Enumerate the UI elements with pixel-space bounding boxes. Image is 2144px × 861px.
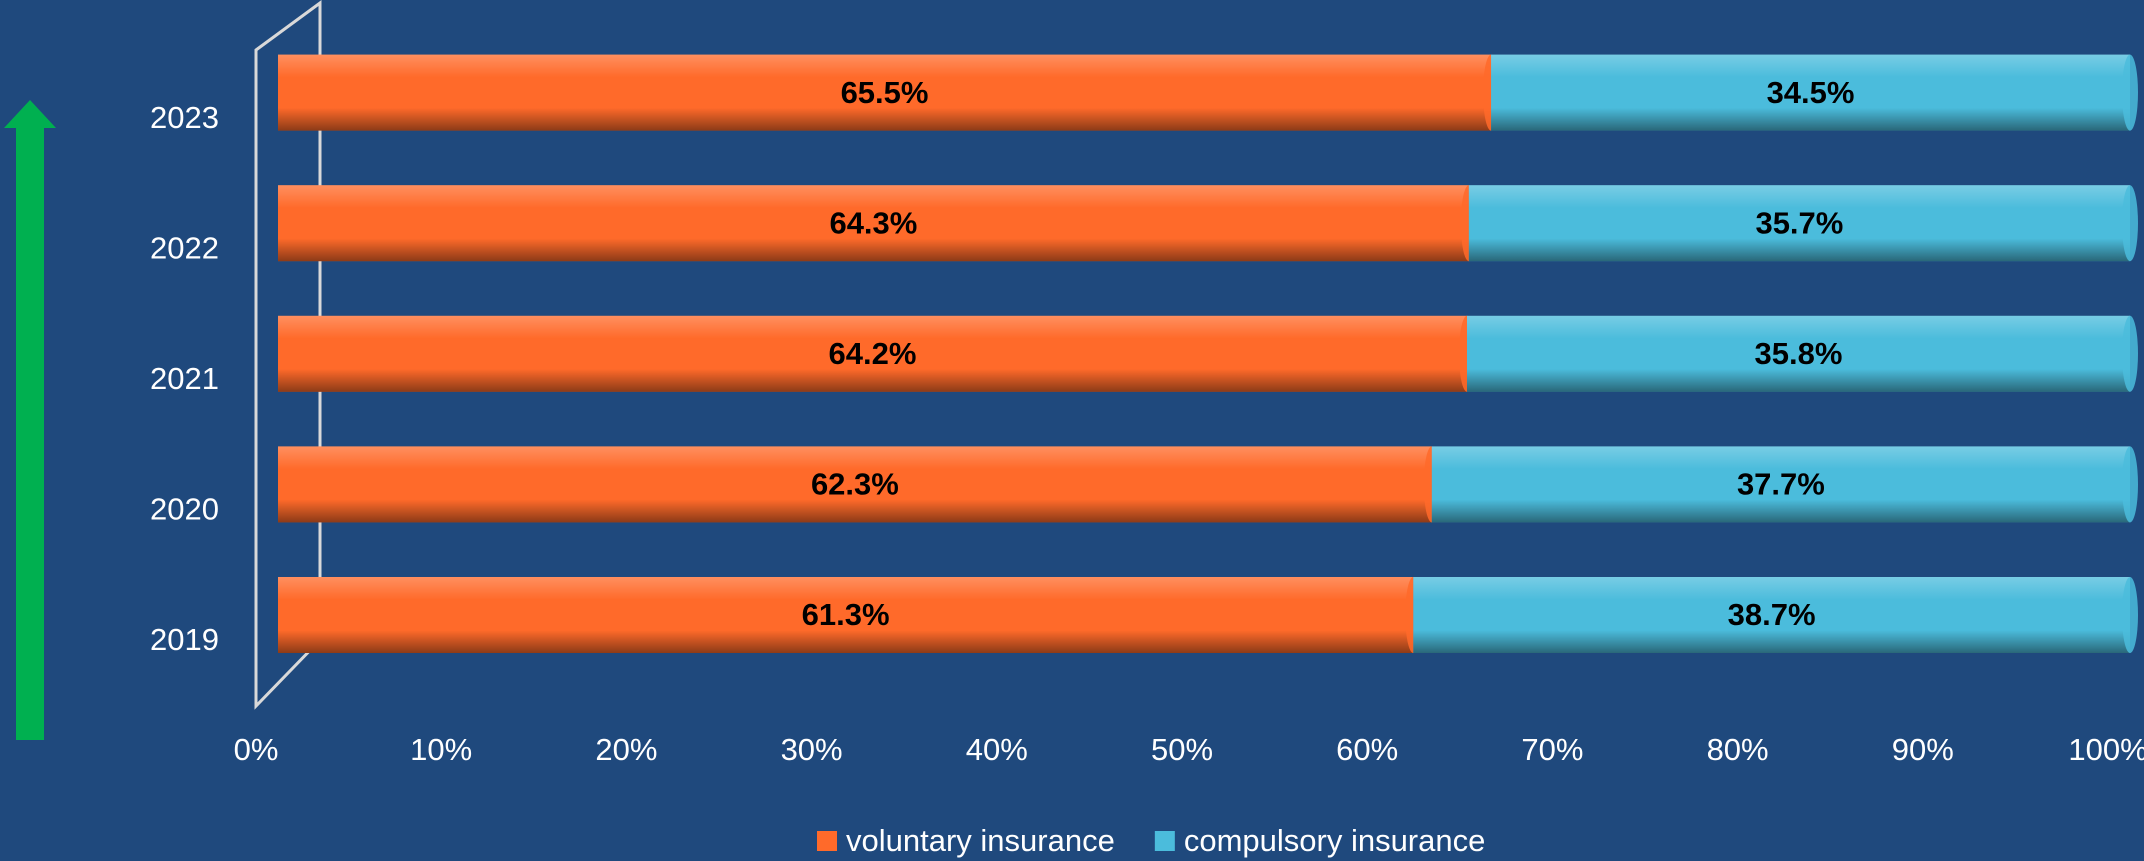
legend-label: voluntary insurance — [846, 823, 1115, 858]
x-tick-label: 70% — [1521, 732, 1583, 767]
bar-shade — [1431, 446, 2130, 523]
x-tick-label: 90% — [1892, 732, 1954, 767]
legend-label: compulsory insurance — [1184, 823, 1486, 858]
bar-cap — [2122, 446, 2138, 523]
bar-shade — [278, 446, 1432, 523]
x-tick-label: 50% — [1151, 732, 1213, 767]
bar-segment — [278, 446, 1440, 523]
bar-cap — [2122, 577, 2138, 653]
x-tick-label: 10% — [410, 732, 472, 767]
arrow-head — [4, 100, 56, 128]
data-label: 35.8% — [1755, 336, 1843, 371]
arrow-shaft — [16, 126, 44, 740]
bar-shade — [1468, 185, 2130, 262]
y-tick-label: 2023 — [150, 100, 219, 135]
x-tick-label: 40% — [966, 732, 1028, 767]
data-label: 65.5% — [841, 75, 929, 110]
bar-segment — [1466, 315, 2138, 392]
y-tick-label: 2019 — [150, 622, 219, 657]
data-label: 35.7% — [1755, 205, 1843, 240]
bar-shade — [278, 577, 1414, 653]
bar-shade — [278, 185, 1469, 262]
x-tick-label: 100% — [2068, 732, 2144, 767]
legend-swatch — [817, 831, 837, 851]
bar-cap — [2122, 315, 2138, 392]
data-label: 64.3% — [829, 205, 917, 240]
data-label: 62.3% — [811, 467, 899, 502]
legend-swatch — [1154, 831, 1175, 851]
y-tick-label: 2022 — [150, 230, 219, 265]
data-label: 34.5% — [1767, 75, 1855, 110]
data-label: 37.7% — [1737, 467, 1825, 502]
x-tick-label: 0% — [234, 732, 279, 767]
bar-shade — [278, 54, 1492, 131]
bar-segment — [1491, 54, 2138, 131]
bar-shade — [278, 315, 1467, 392]
bar-shade — [1491, 54, 2130, 131]
x-tick-label: 30% — [781, 732, 843, 767]
y-tick-label: 2021 — [150, 361, 219, 396]
bar-segment — [278, 315, 1475, 392]
y-tick-label: 2020 — [150, 492, 219, 527]
x-tick-label: 80% — [1707, 732, 1769, 767]
bar-segment — [1431, 446, 2138, 523]
data-label: 64.2% — [829, 336, 917, 371]
bar-cap — [2122, 185, 2138, 262]
bar-segment — [1413, 577, 2138, 653]
bar-segment — [278, 54, 1500, 131]
bar-segment — [1468, 185, 2138, 262]
bar-shade — [1466, 315, 2130, 392]
bar-segment — [278, 185, 1477, 262]
x-tick-label: 20% — [595, 732, 657, 767]
bar-shade — [1413, 577, 2130, 653]
data-label: 61.3% — [802, 597, 890, 632]
data-label: 38.7% — [1728, 597, 1816, 632]
bar-cap — [2122, 54, 2138, 131]
x-tick-label: 60% — [1336, 732, 1398, 767]
